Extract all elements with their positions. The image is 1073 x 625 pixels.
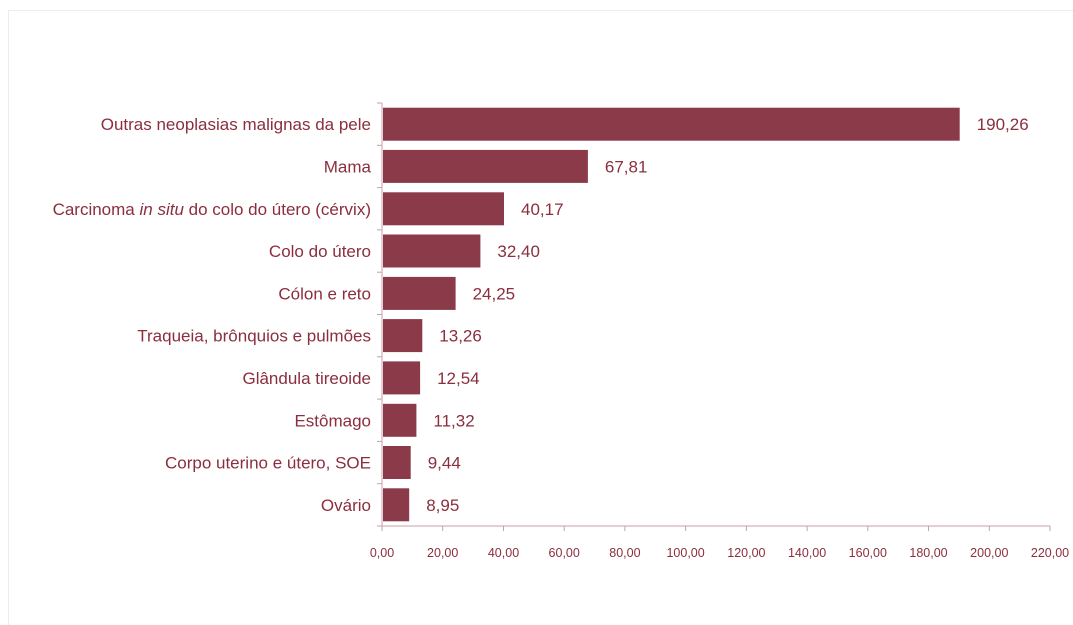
category-label: Traqueia, brônquios e pulmões — [137, 327, 371, 346]
category-label: Colo do útero — [269, 242, 371, 261]
category-label: Corpo uterino e útero, SOE — [165, 454, 371, 473]
x-tick-label: 40,00 — [488, 546, 519, 560]
category-label: Glândula tireoide — [242, 369, 371, 388]
x-tick-label: 0,00 — [370, 546, 394, 560]
value-label: 13,26 — [439, 327, 482, 346]
category-labels: Outras neoplasias malignas da pele Mama Ca… — [53, 115, 372, 515]
category-label: Ovário — [321, 496, 371, 515]
bar — [383, 319, 423, 353]
value-label: 190,26 — [977, 115, 1029, 134]
bar — [383, 361, 421, 395]
x-tick-label: 60,00 — [549, 546, 580, 560]
value-label: 40,17 — [521, 200, 564, 219]
x-axis-ticks: 0,00 20,00 40,00 60,00 80,00 100,00 120,00 140,… — [370, 526, 1069, 560]
category-label: Estômago — [294, 411, 371, 430]
bar — [383, 192, 504, 226]
category-label: Outras neoplasias malignas da pele — [101, 115, 371, 134]
value-labels: 190,26 67,81 40,17 32,40 24,25 13,26 12,54 11,3… — [426, 115, 1028, 515]
category-label: Carcinoma in situ do colo do útero (cérv… — [53, 200, 371, 219]
value-label: 24,25 — [473, 284, 516, 303]
x-tick-label: 100,00 — [666, 546, 704, 560]
value-label: 32,40 — [497, 242, 540, 261]
bar — [383, 149, 588, 183]
bars-group — [383, 107, 960, 522]
value-label: 12,54 — [437, 369, 480, 388]
x-tick-label: 180,00 — [909, 546, 947, 560]
x-tick-label: 120,00 — [727, 546, 765, 560]
x-tick-label: 220,00 — [1031, 546, 1069, 560]
x-tick-label: 20,00 — [427, 546, 458, 560]
x-tick-label: 80,00 — [609, 546, 640, 560]
bar — [383, 403, 417, 437]
value-label: 9,44 — [428, 454, 461, 473]
bar — [383, 276, 456, 310]
x-tick-label: 140,00 — [788, 546, 826, 560]
bar — [383, 488, 410, 522]
value-label: 67,81 — [605, 157, 648, 176]
x-tick-label: 200,00 — [970, 546, 1008, 560]
axes — [377, 102, 1050, 527]
chart-frame — [8, 10, 1073, 625]
category-label: Mama — [324, 157, 372, 176]
bar — [383, 446, 411, 479]
x-tick-label: 160,00 — [849, 546, 887, 560]
value-label: 8,95 — [426, 496, 459, 515]
category-label: Cólon e reto — [278, 284, 371, 303]
bar — [383, 107, 960, 141]
bar — [383, 234, 481, 268]
value-label: 11,32 — [433, 411, 474, 430]
